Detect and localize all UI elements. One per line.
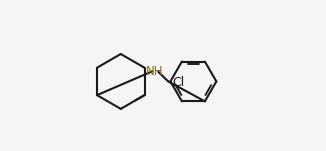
Text: NH: NH — [146, 65, 164, 78]
Text: Cl: Cl — [172, 76, 184, 89]
